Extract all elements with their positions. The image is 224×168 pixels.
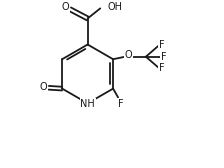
Text: O: O xyxy=(125,50,133,60)
Text: F: F xyxy=(161,52,167,62)
Text: O: O xyxy=(62,2,70,12)
Text: F: F xyxy=(159,64,165,73)
Text: OH: OH xyxy=(107,2,122,12)
Text: O: O xyxy=(39,82,47,92)
Text: F: F xyxy=(159,40,165,50)
Text: NH: NH xyxy=(80,99,95,109)
Text: F: F xyxy=(118,99,123,109)
